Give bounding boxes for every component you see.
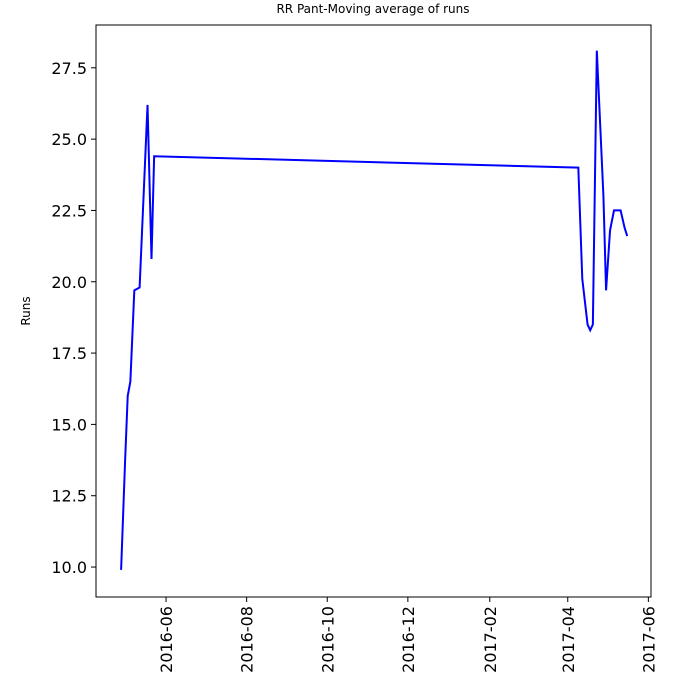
y-tick-label: 25.0 <box>51 130 87 149</box>
line-series <box>120 50 629 570</box>
y-tick-label: 22.5 <box>51 201 87 220</box>
chart-title: RR Pant-Moving average of runs <box>276 2 469 16</box>
y-tick-label: 20.0 <box>51 273 87 292</box>
y-axis-label: Runs <box>19 296 33 325</box>
y-tick-label: 27.5 <box>51 59 87 78</box>
x-tick-label: 2017-06 <box>639 606 658 673</box>
x-tick-label: 2016-10 <box>318 606 337 673</box>
x-tick-label: 2016-08 <box>238 606 257 673</box>
x-tick-label: 2017-04 <box>559 606 578 673</box>
y-tick-label: 15.0 <box>51 415 87 434</box>
y-tick-label: 12.5 <box>51 487 87 506</box>
y-tick-label: 17.5 <box>51 344 87 363</box>
x-tick-label: 2017-02 <box>481 606 500 673</box>
y-tick-label: 10.0 <box>51 558 87 577</box>
x-tick-label: 2016-12 <box>399 606 418 673</box>
plot-frame <box>95 24 652 598</box>
x-tick-label: 2016-06 <box>157 606 176 673</box>
